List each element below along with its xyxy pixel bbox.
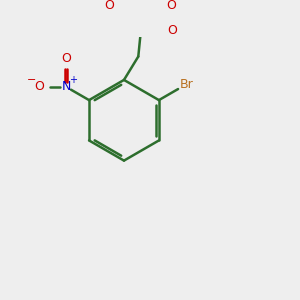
- Text: O: O: [167, 0, 176, 12]
- Text: O: O: [167, 24, 177, 37]
- Text: N: N: [61, 80, 71, 93]
- Text: Br: Br: [180, 78, 194, 91]
- Text: O: O: [34, 80, 44, 93]
- Text: −: −: [26, 74, 36, 85]
- Text: O: O: [105, 0, 115, 12]
- Text: +: +: [69, 74, 77, 85]
- Text: O: O: [61, 52, 71, 65]
